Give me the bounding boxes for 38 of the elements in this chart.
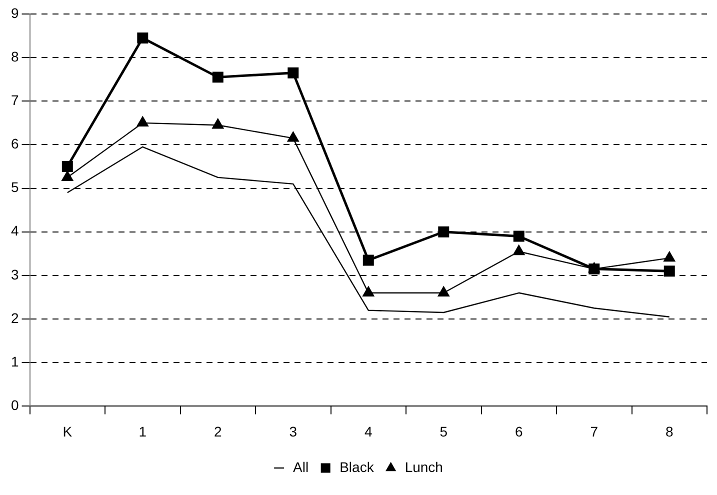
point [136, 116, 148, 127]
point [62, 161, 73, 172]
y-tick-label: 7 [10, 92, 19, 108]
point [438, 286, 450, 296]
point [362, 286, 374, 296]
x-tick-label: 2 [214, 423, 222, 440]
y-tick-label: 2 [10, 310, 19, 326]
y-tick-label: 3 [10, 266, 19, 282]
point [513, 244, 525, 256]
y-tick-label: 8 [10, 48, 19, 64]
point [513, 230, 524, 242]
point [664, 251, 676, 262]
x-tick-label: 3 [289, 423, 298, 440]
point [288, 67, 299, 78]
x-tick-label: 1 [138, 423, 147, 440]
y-tick-label: 6 [10, 136, 19, 152]
x-tick-label: 5 [440, 423, 448, 440]
x-tick-label: 4 [364, 423, 372, 440]
point [438, 226, 450, 238]
x-tick-label: K [62, 423, 73, 440]
x-tick-label: 7 [590, 423, 598, 440]
y-tick-label: 1 [10, 353, 19, 370]
point [362, 254, 374, 266]
y-tick-label: 5 [10, 179, 19, 196]
point [137, 32, 148, 44]
legend-label: Lunch [404, 458, 443, 475]
point [664, 266, 675, 277]
y-tick-label: 0 [10, 397, 19, 414]
point [287, 132, 299, 142]
point [212, 118, 224, 129]
y-tick-label: 4 [10, 222, 19, 239]
y-tick-label: 9 [10, 4, 19, 21]
x-tick-label: 6 [514, 423, 523, 440]
x-tick-label: 8 [665, 423, 674, 440]
legend-label: All [293, 458, 309, 475]
point [212, 72, 224, 83]
legend-label: Black [340, 458, 375, 475]
point [62, 170, 74, 182]
